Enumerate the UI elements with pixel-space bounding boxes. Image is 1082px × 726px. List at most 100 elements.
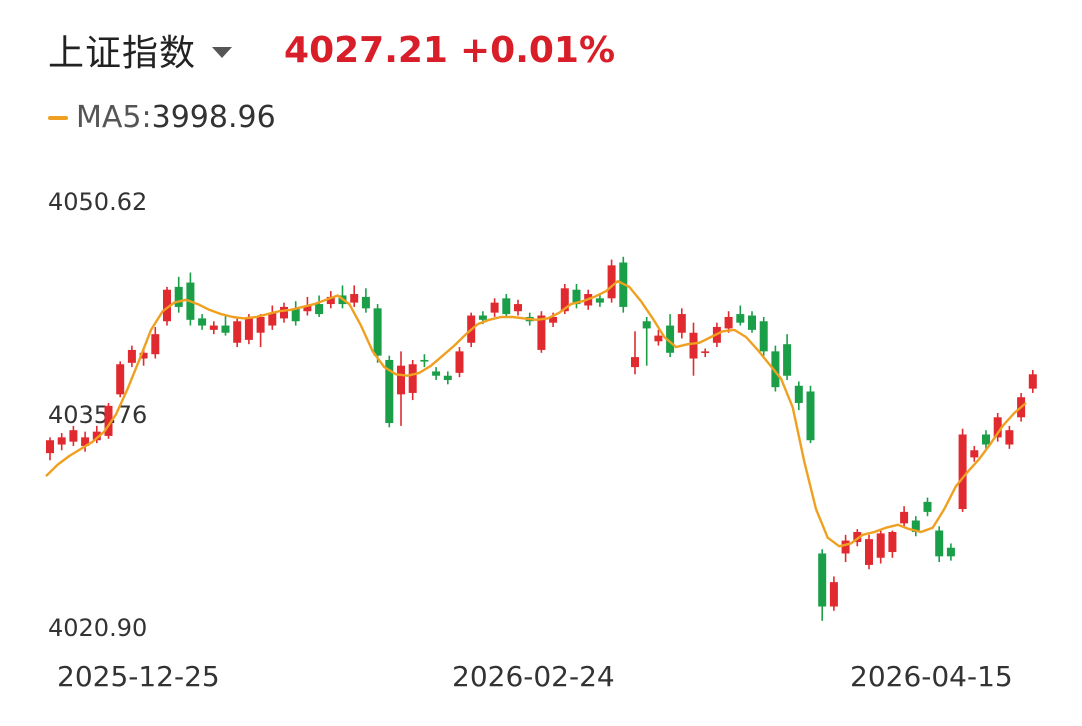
candle-body xyxy=(982,434,990,445)
candle-body xyxy=(69,430,78,442)
candle-body xyxy=(865,539,873,565)
candle xyxy=(993,412,1002,442)
candle xyxy=(982,430,990,449)
candle xyxy=(502,294,511,317)
candle xyxy=(818,549,827,621)
candle xyxy=(127,345,136,368)
ma-label: MA5: xyxy=(76,100,152,135)
candle-body xyxy=(631,357,639,368)
candle-body xyxy=(888,531,897,553)
candle-body xyxy=(970,450,979,458)
candle xyxy=(69,425,78,446)
candle-body xyxy=(724,316,733,329)
candle-body xyxy=(443,375,452,381)
candle xyxy=(654,329,663,346)
candle xyxy=(326,291,335,309)
candle xyxy=(958,428,967,512)
candle xyxy=(642,316,651,366)
candle-body xyxy=(841,540,850,554)
candle-body xyxy=(876,533,885,558)
candle xyxy=(174,276,183,313)
candle-body xyxy=(666,325,675,353)
candle-body xyxy=(174,286,183,307)
candle xyxy=(923,497,932,517)
candle-body xyxy=(502,298,511,315)
candle-body xyxy=(350,294,359,303)
candle-body xyxy=(163,289,171,322)
candle xyxy=(397,351,405,426)
candle-body xyxy=(256,316,265,333)
candle-body xyxy=(783,344,792,376)
y-axis-label-top: 4050.62 xyxy=(48,188,148,216)
candle xyxy=(794,381,803,411)
candle xyxy=(888,530,897,558)
candle xyxy=(935,526,944,563)
candle xyxy=(268,305,277,330)
candle-body xyxy=(549,316,558,323)
candle-body xyxy=(607,265,616,299)
candle xyxy=(946,543,955,561)
candle-body xyxy=(373,308,382,356)
candle xyxy=(736,305,745,326)
candle-body xyxy=(233,321,242,343)
candle xyxy=(256,314,265,348)
candle xyxy=(841,534,850,563)
candle xyxy=(806,385,815,444)
candle-body xyxy=(315,304,324,315)
candle-body xyxy=(397,365,405,395)
candle xyxy=(572,283,581,309)
candle-body xyxy=(794,385,803,403)
price-value: 4027.21 xyxy=(284,29,448,71)
candle-body xyxy=(946,547,955,557)
candle-body xyxy=(900,511,909,524)
candle-body xyxy=(958,434,967,510)
candle xyxy=(689,322,698,376)
candle xyxy=(537,311,546,353)
x-axis-label-end: 2026-04-15 xyxy=(850,660,1013,693)
candle xyxy=(104,402,113,439)
candle-body xyxy=(923,501,932,512)
candle-body xyxy=(291,308,300,322)
candle-body xyxy=(759,321,768,352)
index-name[interactable]: 上证指数 xyxy=(48,33,197,74)
candle-body xyxy=(303,305,312,312)
candle xyxy=(829,576,838,611)
candle xyxy=(607,259,616,303)
candle-body xyxy=(57,437,66,445)
candle xyxy=(595,294,604,307)
candle xyxy=(1005,425,1014,449)
candle xyxy=(514,299,522,316)
candle xyxy=(724,311,733,333)
candle xyxy=(911,516,920,537)
ma5-line xyxy=(45,279,1027,548)
quote: 4027.21 +0.01% xyxy=(284,30,615,71)
candle-body xyxy=(595,298,604,303)
candle xyxy=(244,314,253,345)
candle-body xyxy=(677,314,686,333)
candle-body xyxy=(537,315,546,350)
candle-body xyxy=(268,312,277,326)
candle xyxy=(748,311,756,333)
candle xyxy=(455,347,464,378)
candle xyxy=(865,534,873,570)
candle-body xyxy=(806,391,815,441)
candle-body xyxy=(455,351,464,373)
candle-body xyxy=(993,417,1002,438)
candle xyxy=(420,354,429,368)
candle xyxy=(432,367,441,381)
dropdown-caret-icon[interactable] xyxy=(212,46,233,58)
change-value: +0.01% xyxy=(459,29,616,71)
y-axis-label-mid: 4035.76 xyxy=(48,401,148,429)
candle-body xyxy=(432,371,441,376)
candle-body xyxy=(514,304,522,312)
candle-body xyxy=(198,318,207,326)
candle-body xyxy=(560,288,569,312)
candle xyxy=(1028,369,1037,393)
candle-body xyxy=(81,437,90,446)
candle xyxy=(771,345,780,392)
candle-body xyxy=(116,364,125,395)
candle-body xyxy=(139,352,148,359)
candle xyxy=(221,314,230,336)
candle xyxy=(876,529,885,564)
